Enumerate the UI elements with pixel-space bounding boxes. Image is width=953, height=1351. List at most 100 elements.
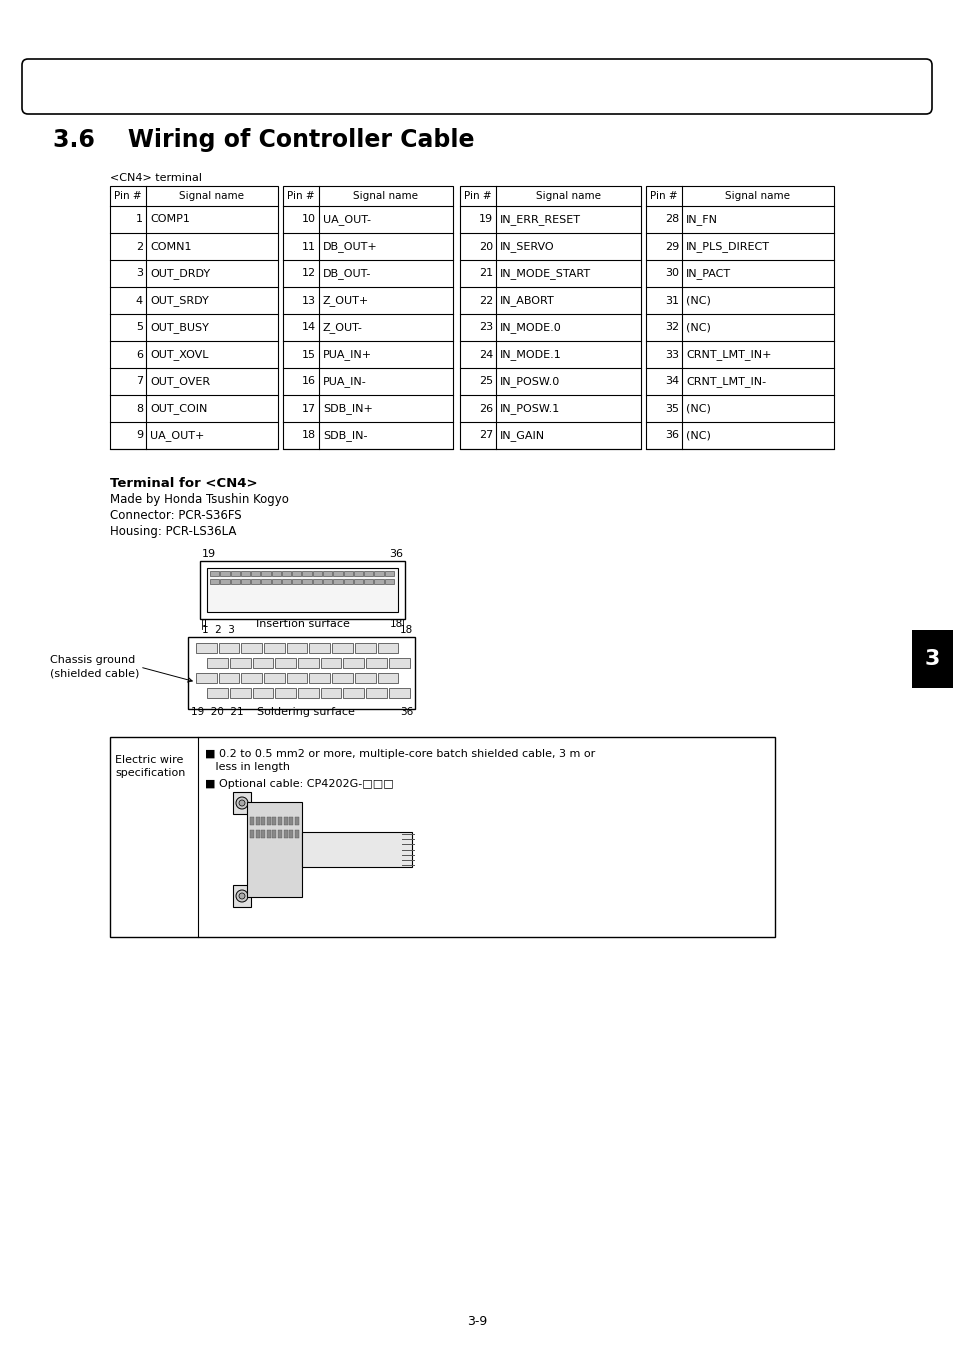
Bar — [110, 186, 277, 449]
Text: 29: 29 — [664, 242, 679, 251]
Text: IN_FN: IN_FN — [685, 213, 718, 226]
Text: OUT_OVER: OUT_OVER — [150, 376, 210, 386]
Text: 5: 5 — [136, 323, 143, 332]
Bar — [355, 673, 375, 684]
Text: OUT_XOVL: OUT_XOVL — [150, 349, 209, 359]
Text: COMN1: COMN1 — [150, 242, 192, 251]
Bar — [275, 658, 295, 667]
Text: Electric wire
specification: Electric wire specification — [115, 755, 185, 778]
Bar — [283, 186, 453, 449]
Text: IN_GAIN: IN_GAIN — [499, 430, 544, 440]
Bar — [200, 561, 405, 619]
Text: Insertion surface: Insertion surface — [255, 619, 349, 630]
Bar — [911, 630, 952, 688]
Bar — [332, 673, 353, 684]
Text: 33: 33 — [664, 350, 679, 359]
Bar — [264, 673, 284, 684]
Text: OUT_BUSY: OUT_BUSY — [150, 322, 209, 332]
Bar — [233, 792, 251, 815]
Text: 2: 2 — [135, 242, 143, 251]
Text: Soldering surface: Soldering surface — [256, 707, 355, 717]
Bar — [294, 817, 298, 825]
Text: IN_SERVO: IN_SERVO — [499, 240, 554, 251]
Text: 9: 9 — [135, 431, 143, 440]
Text: SDB_IN+: SDB_IN+ — [323, 403, 373, 413]
Text: Housing: PCR-LS36LA: Housing: PCR-LS36LA — [110, 526, 236, 538]
Text: 24: 24 — [478, 350, 493, 359]
Bar — [459, 186, 640, 449]
Bar — [207, 688, 228, 698]
Text: 23: 23 — [478, 323, 493, 332]
Text: Signal name: Signal name — [179, 190, 244, 201]
Text: 22: 22 — [478, 296, 493, 305]
Text: Chassis ground
(shielded cable): Chassis ground (shielded cable) — [50, 655, 139, 678]
Bar — [255, 830, 259, 838]
Bar — [302, 832, 412, 867]
Bar — [207, 567, 397, 612]
Text: IN_ERR_RESET: IN_ERR_RESET — [499, 213, 580, 226]
Text: (NC): (NC) — [685, 404, 710, 413]
Bar — [261, 817, 265, 825]
Bar — [377, 673, 397, 684]
Bar — [297, 688, 318, 698]
Bar — [188, 638, 415, 709]
Bar — [645, 186, 833, 449]
Bar — [332, 643, 353, 653]
Text: (NC): (NC) — [685, 323, 710, 332]
Text: 14: 14 — [301, 323, 315, 332]
Bar — [253, 688, 274, 698]
Bar — [354, 571, 363, 576]
Bar — [287, 643, 307, 653]
Text: Pin #: Pin # — [114, 190, 142, 201]
Text: 31: 31 — [664, 296, 679, 305]
Bar — [384, 571, 394, 576]
Text: 26: 26 — [478, 404, 493, 413]
Bar — [389, 658, 409, 667]
Bar — [292, 571, 301, 576]
Text: IN_PACT: IN_PACT — [685, 267, 730, 278]
Bar — [261, 830, 265, 838]
Bar — [210, 580, 219, 584]
Text: PUA_IN-: PUA_IN- — [323, 376, 366, 386]
Text: Connector: PCR-S36FS: Connector: PCR-S36FS — [110, 509, 241, 521]
Bar — [272, 571, 280, 576]
Bar — [343, 688, 364, 698]
Text: 11: 11 — [302, 242, 315, 251]
Bar — [287, 673, 307, 684]
Bar — [313, 580, 322, 584]
Bar — [207, 658, 228, 667]
Circle shape — [235, 797, 248, 809]
Bar — [247, 802, 302, 897]
Bar — [273, 817, 276, 825]
Bar — [278, 817, 282, 825]
Bar — [273, 830, 276, 838]
Bar — [366, 658, 387, 667]
Bar — [275, 688, 295, 698]
Text: OUT_DRDY: OUT_DRDY — [150, 267, 210, 278]
Text: DB_OUT-: DB_OUT- — [323, 267, 371, 278]
Text: 18: 18 — [301, 431, 315, 440]
Bar — [323, 571, 332, 576]
Bar — [354, 580, 363, 584]
Bar — [220, 580, 230, 584]
Text: 32: 32 — [664, 323, 679, 332]
Bar — [261, 580, 271, 584]
Text: ■ 0.2 to 0.5 mm2 or more, multiple-core batch shielded cable, 3 m or: ■ 0.2 to 0.5 mm2 or more, multiple-core … — [205, 748, 595, 759]
Text: 36: 36 — [664, 431, 679, 440]
Text: 30: 30 — [664, 269, 679, 278]
Bar — [267, 817, 271, 825]
Bar — [289, 830, 294, 838]
Text: Signal name: Signal name — [536, 190, 600, 201]
Bar — [343, 658, 364, 667]
Bar — [302, 580, 312, 584]
Bar — [261, 571, 271, 576]
Bar — [323, 580, 332, 584]
Bar — [278, 830, 282, 838]
Text: 36: 36 — [399, 707, 413, 717]
Bar — [240, 571, 250, 576]
Text: 8: 8 — [135, 404, 143, 413]
Bar — [292, 580, 301, 584]
Text: 20: 20 — [478, 242, 493, 251]
Bar — [374, 571, 383, 576]
Bar — [302, 571, 312, 576]
